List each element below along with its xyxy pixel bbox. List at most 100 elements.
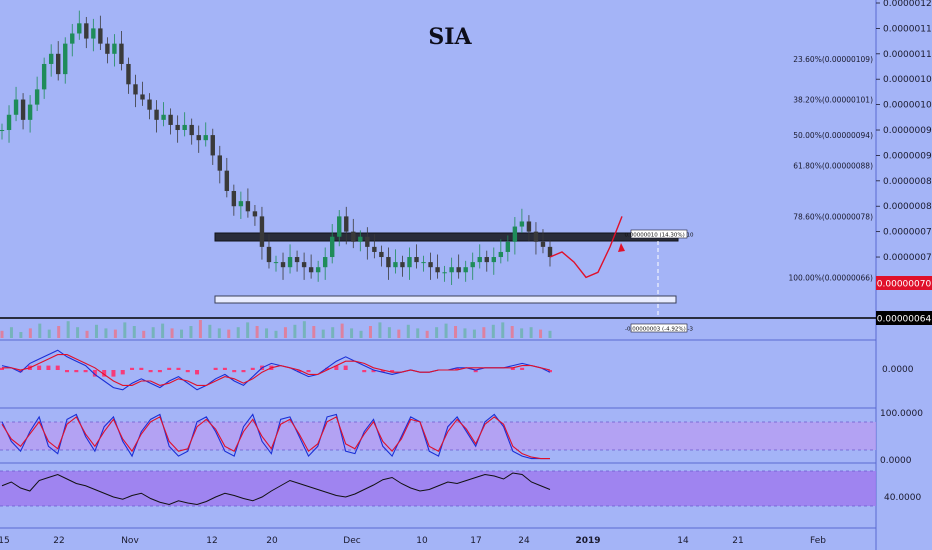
macd-tick: 0.0000 [882,365,914,375]
candle-body [13,99,19,115]
line-price-badge [876,311,932,325]
price-tick-label: 0.00000120 [883,0,932,9]
price-tick-label: 0.00000100 [883,101,932,111]
volume-bar [387,327,391,338]
macd-histogram-bar [390,370,395,373]
macd-histogram-bar [343,365,348,370]
candle-body [231,190,237,207]
candle-body [27,104,33,120]
volume-bar [368,326,372,338]
candle-body [98,28,103,44]
candle-body [400,262,405,268]
chart-title: SIA [428,24,472,50]
candle-body [372,246,377,252]
volume-bar [548,330,552,338]
candle-body [147,99,152,110]
candle-body [322,257,328,268]
lower-measure-label: -0.00000003 (-4.92%) -3 [625,327,693,333]
candle-body [63,43,68,75]
macd-histogram-bar [65,370,70,373]
fib-level-label: 50.00%(0.00000094) [793,131,873,140]
macd-histogram-bar [55,365,60,370]
rsi-tick: 40.0000 [884,493,921,503]
candle-body [533,231,539,242]
volume-bar [66,321,70,338]
macd-histogram-bar [362,370,367,373]
candle-body [266,246,272,263]
time-axis-label: 2019 [575,536,600,546]
volume-bar [19,332,23,338]
volume-bar [104,328,108,338]
volume-bar [227,329,231,338]
volume-bar [38,323,42,338]
volume-bar [132,326,136,338]
rsi-band [0,471,876,506]
candle-body [526,221,532,232]
time-axis: 15 22 Nov 12 20 Dec 10 17 24 2019 14 21 Feb [0,536,826,546]
price-axis: 0.00000120 0.00000115 0.00000110 0.00000105… [876,0,932,263]
fib-level-label: 23.60%(0.00000109) [793,55,873,64]
macd-histogram-bar [213,367,218,370]
candle-body [365,236,370,247]
stoch-tick-top: 100.0000 [880,409,923,419]
candle-body [245,201,251,212]
candle-body [20,99,26,120]
macd-histogram-bar [195,370,200,375]
volume-bar [435,327,439,338]
time-axis-label: Dec [343,536,360,546]
candle-body [41,63,47,90]
price-tick-label: 0.00000115 [883,24,932,34]
candle-body [252,211,258,217]
macd-histogram-bar [232,370,237,373]
macd-histogram-bar [380,370,385,373]
volume-bar [283,327,287,338]
stoch-pane [1,413,550,460]
time-axis-label: 15 [0,536,10,546]
time-axis-label: 20 [266,536,278,546]
macd-histogram-bar [148,370,153,373]
macd-histogram-bar [46,365,51,370]
candle-body [56,53,61,75]
volume-bar [491,324,495,338]
candle-body [547,246,553,258]
candle-body [203,135,208,141]
candle-body [505,241,511,252]
time-axis-label: 17 [470,536,481,546]
candle-body [210,135,215,156]
fib-level-label: 38.20%(0.00000101) [793,96,873,105]
stoch-d-line [1,416,550,460]
candle-body [315,267,321,273]
candle-body [273,262,279,264]
fib-level-label: 100.00%(0.00000066) [788,273,873,282]
macd-histogram-bar [18,370,23,373]
candles-layer [0,10,553,285]
volume-bar [28,328,32,338]
volume-bar [123,322,127,338]
candle-body [379,251,384,258]
macd-histogram-bar [111,370,116,377]
volume-bar [9,327,13,338]
volume-bar [274,330,278,338]
volume-bar [539,329,543,338]
macd-histogram-bar [102,370,107,377]
candle-body [484,257,489,263]
support-zone [214,295,677,304]
candle-body [182,124,187,131]
candle-body [84,23,89,39]
volume-bar [265,328,269,338]
time-axis-label: Feb [810,536,826,546]
candle-body [154,109,159,120]
projection-path [549,216,623,279]
time-axis-label: 12 [206,536,217,546]
volume-bar [0,330,4,338]
candle-body [259,216,265,247]
volume-bar [520,328,524,338]
macd-histogram-bar [520,367,525,370]
volume-bar [170,328,174,338]
price-tick-label: 0.00000070 [883,253,932,263]
volume-bar [340,323,344,338]
macd-pane [0,349,552,391]
volume-bar [47,329,51,338]
macd-histogram-bar [222,367,227,370]
